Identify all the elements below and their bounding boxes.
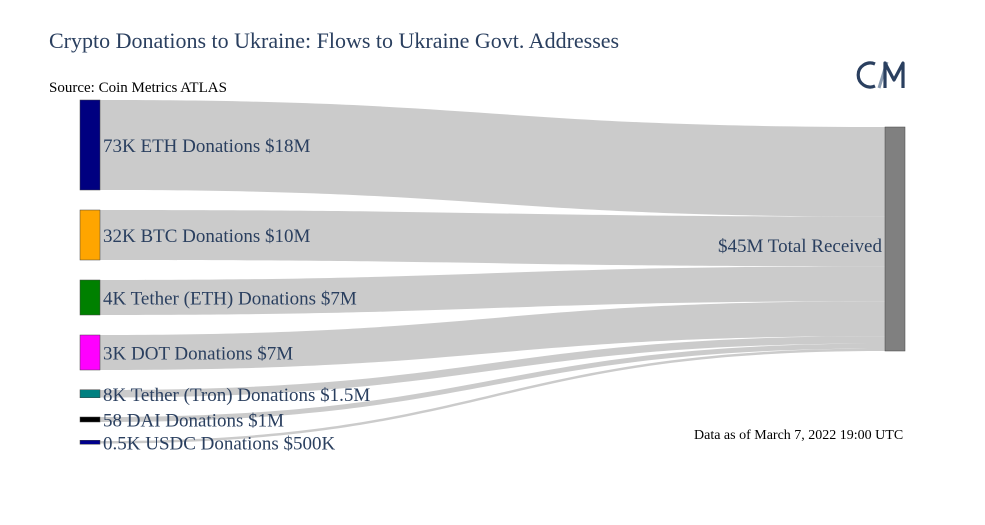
target-node[interactable] xyxy=(884,126,906,352)
source-label-2: 32K BTC Donations $10M xyxy=(103,226,311,247)
coin-metrics-logo xyxy=(856,61,905,89)
source-node-2[interactable] xyxy=(79,209,101,261)
source-label-4: 3K DOT Donations $7M xyxy=(103,344,293,365)
sankey-links xyxy=(100,100,885,444)
source-note: Source: Coin Metrics ATLAS xyxy=(49,80,227,96)
source-node-6[interactable] xyxy=(79,416,101,423)
data-timestamp: Data as of March 7, 2022 19:00 UTC xyxy=(694,428,904,443)
source-node-3[interactable] xyxy=(79,279,101,316)
flow-link-7[interactable] xyxy=(100,348,885,444)
flow-link-4[interactable] xyxy=(100,301,885,370)
source-label-6: 58 DAI Donations $1M xyxy=(103,411,284,432)
flow-link-1[interactable] xyxy=(100,100,885,217)
target-label: $45M Total Received xyxy=(718,236,883,257)
sankey-nodes xyxy=(79,99,906,445)
source-node-5[interactable] xyxy=(79,389,101,398)
flow-link-5[interactable] xyxy=(100,336,885,398)
source-node-7[interactable] xyxy=(79,440,101,445)
chart-title: Crypto Donations to Ukraine: Flows to Uk… xyxy=(49,28,620,53)
source-label-5: 8K Tether (Tron) Donations $1.5M xyxy=(103,385,370,406)
source-node-4[interactable] xyxy=(79,334,101,371)
flow-link-2[interactable] xyxy=(100,210,885,267)
flow-link-3[interactable] xyxy=(100,266,885,315)
source-label-1: 73K ETH Donations $18M xyxy=(103,136,311,157)
source-label-3: 4K Tether (ETH) Donations $7M xyxy=(103,289,357,310)
flow-link-6[interactable] xyxy=(100,343,885,422)
sankey-labels: 73K ETH Donations $18M 32K BTC Donations … xyxy=(103,136,882,454)
source-label-7: 0.5K USDC Donations $500K xyxy=(103,433,336,454)
source-node-1[interactable] xyxy=(79,99,101,191)
